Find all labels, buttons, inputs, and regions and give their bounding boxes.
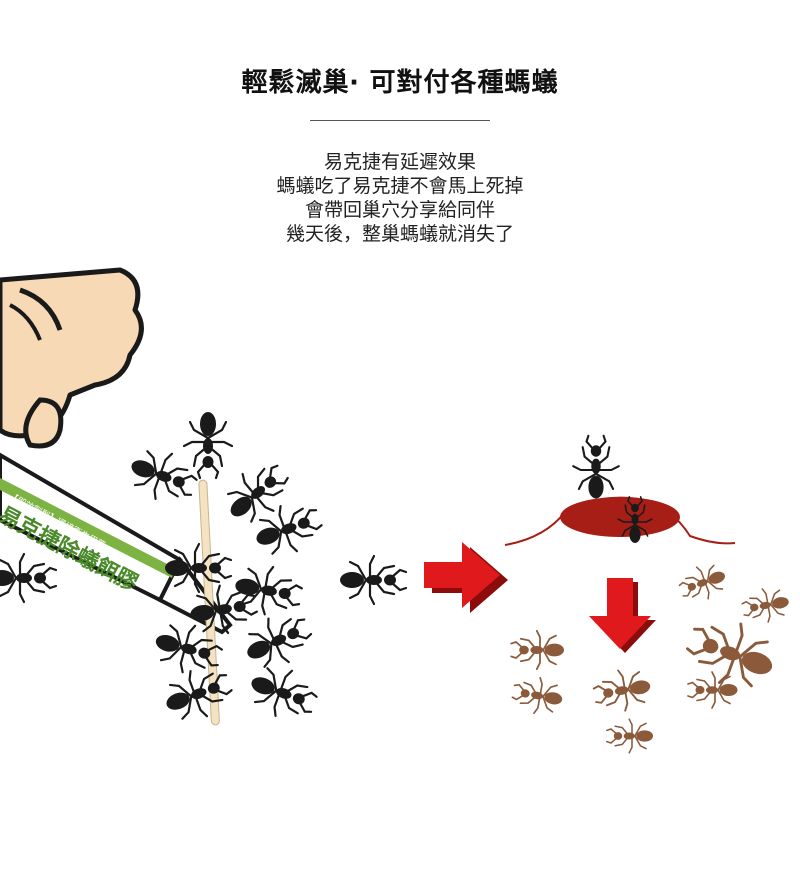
ant-icon — [510, 629, 565, 671]
ant-icon — [242, 658, 324, 728]
ant-icon — [236, 603, 319, 678]
ant-icon — [247, 494, 329, 564]
title-divider — [310, 120, 490, 121]
illustration: 【即效劑型】環境衛生用藥 易克捷除蟻餌膠 — [0, 267, 793, 754]
ant-icon — [0, 552, 58, 604]
ant-swarm — [0, 410, 408, 729]
description-line-3: 會帶回巢穴分享給同伴 — [304, 199, 495, 221]
dead-ants — [509, 558, 793, 754]
bait-tube-icon: 【即效劑型】環境衛生用藥 易克捷除蟻餌膠 — [0, 452, 233, 635]
ant-icon — [122, 441, 204, 511]
ant-icon — [338, 554, 408, 606]
ant-icon — [739, 584, 793, 627]
description-line-2: 螞蟻吃了易克捷不會馬上死掉 — [276, 175, 524, 197]
ant-icon — [157, 659, 239, 729]
ant-icon — [572, 434, 620, 500]
ant-icon — [606, 718, 654, 754]
ant-icon — [509, 672, 567, 719]
ant-nest-icon — [504, 496, 736, 546]
ant-icon — [590, 664, 655, 717]
ant-icon — [674, 558, 732, 608]
description: 易克捷有延遲效果 螞蟻吃了易克捷不會馬上死掉 會帶回巢穴分享給同伴 幾天後，整巢… — [0, 150, 800, 246]
ant-icon — [687, 671, 739, 709]
red-arrow-right-icon — [424, 542, 508, 613]
description-line-1: 易克捷有延遲效果 — [323, 151, 476, 173]
hand-icon — [0, 267, 144, 449]
ant-icon — [182, 410, 234, 480]
ant-icon — [215, 452, 300, 534]
description-line-4: 幾天後，整巢螞蟻就消失了 — [285, 223, 514, 245]
red-arrow-down-icon — [589, 578, 656, 653]
page-title: 輕鬆滅巢‧ 可對付各種螞蟻 — [241, 68, 559, 98]
